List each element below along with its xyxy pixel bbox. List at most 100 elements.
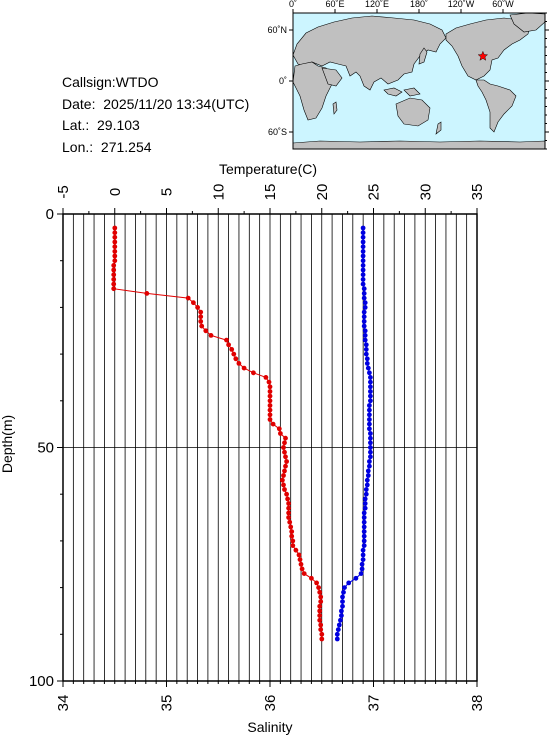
salinity-point xyxy=(339,613,344,618)
salinity-point xyxy=(360,272,366,278)
temperature-point xyxy=(317,617,323,623)
salinity-tick-label: 35 xyxy=(159,695,176,712)
salinity-point xyxy=(368,449,373,455)
salinity-point xyxy=(361,538,367,544)
temperature-point xyxy=(267,407,273,413)
temperature-point xyxy=(267,384,273,390)
salinity-point xyxy=(362,328,368,334)
temperature-point xyxy=(111,281,117,287)
temperature-point xyxy=(282,440,287,446)
temperature-point xyxy=(286,501,291,506)
temperature-point xyxy=(111,286,117,292)
salinity-point xyxy=(360,249,366,254)
longitude-label: Lon.: 271.254 xyxy=(62,138,152,155)
temperature-point xyxy=(233,356,239,362)
temperature-point xyxy=(287,519,293,525)
map-lon-tick-label: 60˚E xyxy=(325,0,344,9)
salinity-point xyxy=(367,463,372,469)
salinity-point xyxy=(368,379,373,385)
salinity-point xyxy=(368,454,373,460)
map-lat-tick-label: 0˚ xyxy=(279,76,287,86)
bottom-axis-label: Salinity xyxy=(247,719,292,735)
salinity-point xyxy=(360,547,366,553)
temperature-point xyxy=(319,631,325,637)
salinity-point xyxy=(342,585,347,590)
salinity-point xyxy=(361,286,367,292)
salinity-tick-label: 36 xyxy=(262,695,279,712)
temperature-point xyxy=(112,234,118,240)
salinity-point xyxy=(361,309,367,315)
temperature-point xyxy=(282,487,287,492)
temperature-point xyxy=(251,370,256,376)
temperature-point xyxy=(285,496,290,502)
salinity-tick-label: 38 xyxy=(469,695,486,712)
callsign-label: Callsign:WTDO xyxy=(62,74,159,90)
map-lat-tick-label: 60˚S xyxy=(268,127,287,137)
salinity-point xyxy=(363,342,369,348)
temperature-point xyxy=(144,291,150,296)
temperature-point xyxy=(276,426,282,432)
temperature-point xyxy=(199,323,205,329)
temperature-point xyxy=(229,347,235,352)
salinity-point xyxy=(367,459,372,464)
salinity-point xyxy=(361,510,367,516)
station-info: Callsign:WTDO Date: 2025/11/20 13:34(UTC… xyxy=(62,72,249,158)
temperature-point xyxy=(299,566,305,572)
map-lon-tick-label: 0˚ xyxy=(289,0,297,9)
map-lon-tick-label: 120˚E xyxy=(365,0,389,9)
temperature-point xyxy=(224,337,229,343)
temperature-point xyxy=(317,613,323,618)
temperature-point xyxy=(270,421,276,427)
salinity-point xyxy=(367,417,372,422)
temperature-point xyxy=(318,622,324,628)
salinity-point xyxy=(358,571,364,576)
salinity-point xyxy=(359,566,365,572)
salinity-point xyxy=(364,356,370,362)
salinity-point xyxy=(339,608,344,614)
salinity-point xyxy=(367,426,372,432)
salinity-point xyxy=(361,529,367,534)
temperature-point xyxy=(198,309,204,315)
temperature-tick-label: 35 xyxy=(469,184,486,201)
salinity-point xyxy=(336,622,342,628)
temperature-point xyxy=(241,365,247,371)
salinity-point xyxy=(368,431,373,436)
grid xyxy=(63,214,477,681)
temperature-point xyxy=(280,477,285,483)
temperature-point xyxy=(281,482,286,488)
map-land xyxy=(293,13,545,149)
temperature-point xyxy=(284,491,289,497)
temperature-point xyxy=(318,627,324,632)
depth-tick-label: 100 xyxy=(29,673,54,690)
data-series xyxy=(111,225,373,642)
salinity-point xyxy=(360,244,366,250)
salinity-point xyxy=(361,323,367,329)
temperature-point xyxy=(301,571,307,576)
temperature-point xyxy=(231,351,237,357)
salinity-point xyxy=(362,337,368,343)
salinity-point xyxy=(334,636,340,642)
salinity-point xyxy=(361,319,367,324)
temperature-point xyxy=(111,277,117,282)
salinity-point xyxy=(368,375,373,380)
salinity-point xyxy=(365,365,371,371)
map-lon-tick-label: 180˚ xyxy=(410,0,428,9)
salinity-point xyxy=(364,361,370,366)
temperature-point xyxy=(286,515,291,520)
salinity-point xyxy=(340,603,345,609)
temperature-point xyxy=(195,305,201,310)
top-axis-label: Temperature(C) xyxy=(219,161,317,177)
temperature-point xyxy=(314,580,319,586)
temperature-point xyxy=(267,417,273,422)
salinity-point xyxy=(362,496,368,502)
salinity-point xyxy=(368,435,373,441)
temperature-point xyxy=(317,589,323,595)
temperature-point xyxy=(290,538,296,544)
salinity-point xyxy=(362,505,368,511)
temperature-point xyxy=(198,319,204,324)
salinity-point xyxy=(360,281,366,287)
salinity-point xyxy=(360,277,366,282)
salinity-point xyxy=(361,291,367,296)
